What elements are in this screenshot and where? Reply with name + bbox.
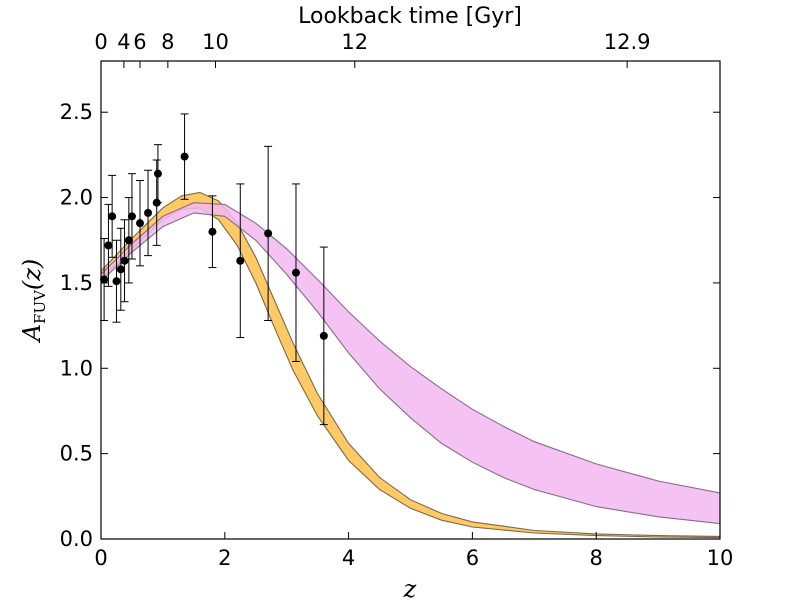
y-tick-label: 2.5	[60, 100, 93, 124]
top-tick-label: 12	[341, 30, 368, 54]
data-point	[108, 212, 117, 221]
points-layer	[100, 152, 328, 340]
orange-band	[101, 191, 720, 539]
data-point	[236, 256, 245, 265]
data-point	[112, 277, 121, 286]
y-tick-label: 0.5	[60, 442, 93, 466]
y-tick-label: 2.0	[60, 186, 93, 210]
y-axis-title-arg: (z)	[18, 259, 46, 290]
y-tick-label: 1.5	[60, 271, 93, 295]
pink-band	[101, 202, 720, 525]
y-tick-label: 0.0	[60, 527, 93, 551]
top-tick-label: 12.9	[604, 30, 651, 54]
data-point	[116, 265, 125, 274]
ticks-layer: 0 2 4 6 8 100.00.51.01.52.02.50 4 6 8 10 12 12.9	[60, 30, 734, 570]
x-tick-label: 4	[342, 546, 355, 570]
data-point	[144, 208, 153, 217]
plot-frame	[100, 60, 721, 540]
data-point	[208, 227, 217, 236]
data-point	[319, 331, 328, 340]
data-point	[180, 152, 189, 161]
y-axis-title: AFUV(z)	[18, 259, 49, 344]
data-point	[152, 198, 161, 207]
x-tick-label: 0	[94, 546, 107, 570]
y-tick-label: 1.0	[60, 356, 93, 380]
x-tick-label: 2	[218, 546, 231, 570]
data-point	[120, 256, 129, 265]
data-point	[291, 268, 300, 277]
data-point	[124, 236, 133, 245]
x-tick-label: 10	[707, 546, 734, 570]
data-point	[104, 241, 113, 250]
data-point	[127, 212, 136, 221]
top-tick-label: 4	[117, 30, 130, 54]
data-point	[153, 169, 162, 178]
top-tick-label: 6	[133, 30, 146, 54]
bands-layer	[101, 191, 720, 539]
x-tick-label: 8	[590, 546, 603, 570]
top-axis-title: Lookback time [Gyr]	[298, 4, 522, 29]
y-axis-title-sub: FUV	[31, 289, 49, 324]
data-point	[135, 219, 144, 228]
top-tick-label: 10	[202, 30, 229, 54]
data-point	[100, 275, 109, 284]
y-axis-title-main: A	[18, 324, 46, 343]
x-axis-title: z	[403, 575, 417, 600]
data-point	[264, 229, 273, 238]
top-tick-label: 8	[161, 30, 174, 54]
top-tick-label: 0	[94, 30, 107, 54]
x-tick-label: 6	[466, 546, 479, 570]
